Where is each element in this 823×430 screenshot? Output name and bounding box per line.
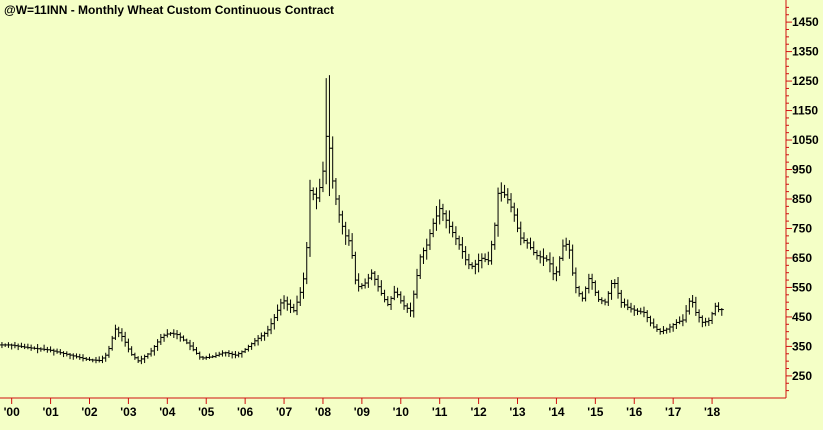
x-tick-label: '16 bbox=[626, 405, 643, 419]
x-tick-label: '12 bbox=[471, 405, 488, 419]
y-tick-label: 1050 bbox=[792, 133, 819, 147]
ohlc-bars bbox=[0, 75, 724, 365]
x-tick-label: '00 bbox=[4, 405, 21, 419]
x-tick-label: '02 bbox=[81, 405, 98, 419]
x-tick-label: '08 bbox=[315, 405, 332, 419]
x-tick-label: '01 bbox=[42, 405, 59, 419]
x-axis-ticks: '00 '01 '02 '03 '04 '05 '06 '07 '08 '09 '10 '11 '12 '… bbox=[4, 398, 721, 419]
y-tick-label: 1450 bbox=[792, 15, 819, 29]
y-axis-ticks: 250 350 450 550 650 750 850 950 1050 1150 1250 1350… bbox=[786, 6, 819, 392]
x-tick-label: '11 bbox=[432, 405, 448, 419]
x-tick-label: '10 bbox=[393, 405, 410, 419]
y-tick-label: 1150 bbox=[792, 104, 818, 118]
x-tick-label: '09 bbox=[354, 405, 371, 419]
x-tick-label: '15 bbox=[587, 405, 604, 419]
y-tick-label: 350 bbox=[792, 339, 812, 353]
x-tick-label: '05 bbox=[198, 405, 215, 419]
x-tick-label: '14 bbox=[548, 405, 565, 419]
y-tick-label: 850 bbox=[792, 192, 812, 206]
x-tick-label: '06 bbox=[237, 405, 254, 419]
y-tick-label: 1350 bbox=[792, 45, 819, 59]
ohlc-bar bbox=[719, 308, 724, 316]
x-tick-label: '03 bbox=[120, 405, 137, 419]
x-tick-label: '17 bbox=[665, 405, 682, 419]
y-tick-label: 550 bbox=[792, 280, 812, 294]
y-tick-label: 450 bbox=[792, 310, 812, 324]
x-tick-label: '04 bbox=[159, 405, 176, 419]
chart-title: @W=11INN - Monthly Wheat Custom Continuo… bbox=[4, 3, 334, 17]
y-tick-label: 750 bbox=[792, 221, 812, 235]
y-tick-label: 250 bbox=[792, 369, 812, 383]
y-tick-label: 950 bbox=[792, 163, 812, 177]
x-tick-label: '18 bbox=[704, 405, 721, 419]
y-tick-label: 650 bbox=[792, 251, 812, 265]
x-tick-label: '13 bbox=[509, 405, 526, 419]
x-tick-label: '07 bbox=[276, 405, 293, 419]
y-tick-label: 1250 bbox=[792, 74, 819, 88]
